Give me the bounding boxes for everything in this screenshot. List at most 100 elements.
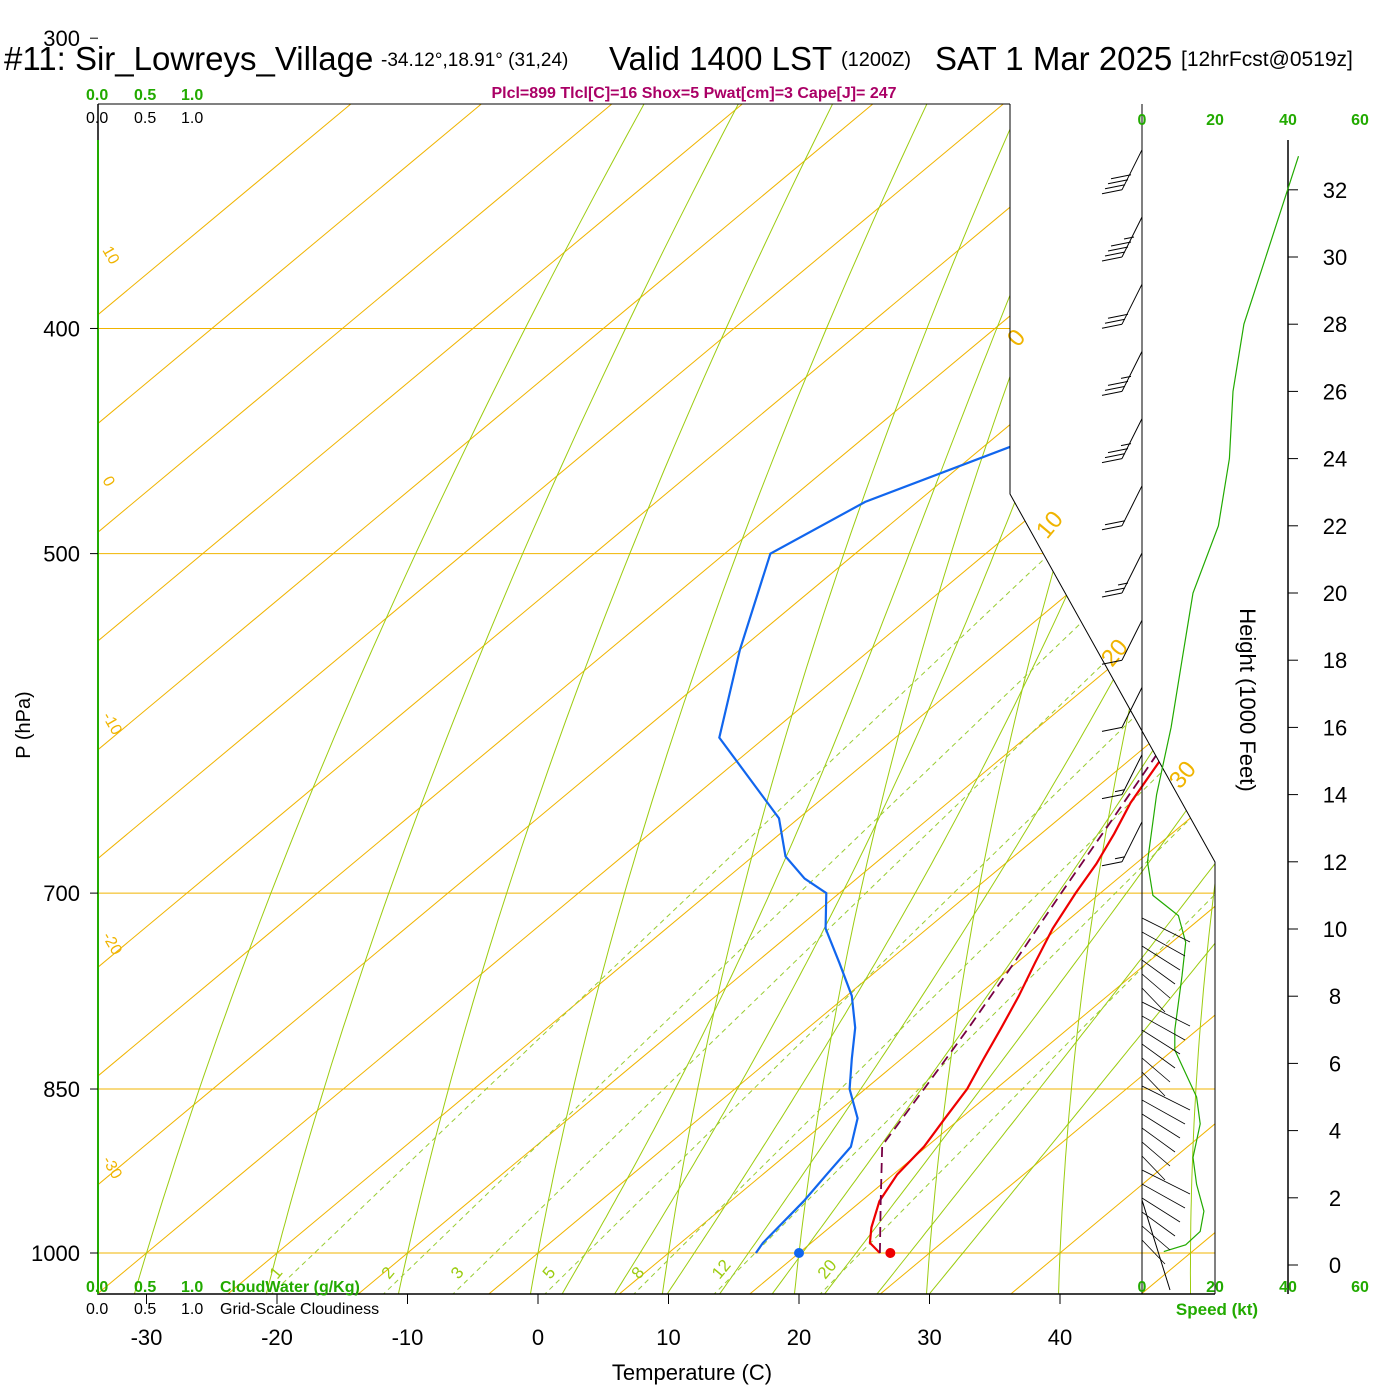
mixing-ratio-12 bbox=[705, 328, 1215, 1294]
bottom-scale-black-0: 0.0 bbox=[86, 1301, 108, 1318]
moist-adiabat-10 bbox=[608, 104, 1215, 1294]
dewpoint-surface-point bbox=[794, 1248, 804, 1258]
low-wind-line bbox=[1141, 1183, 1186, 1209]
right-top-speed-0: 0 bbox=[1138, 112, 1147, 129]
wind-barb bbox=[1101, 351, 1143, 396]
plot-frame-right bbox=[1009, 104, 1216, 1294]
isotherm-50 bbox=[1131, 104, 1215, 1294]
wind-barb bbox=[1101, 754, 1143, 800]
low-wind-line bbox=[1141, 1001, 1191, 1027]
height-tick-label-30: 30 bbox=[1323, 245, 1347, 270]
height-tick-label-20: 20 bbox=[1323, 581, 1347, 606]
wind-barb-flag bbox=[1107, 179, 1129, 185]
p-tick-label-850: 850 bbox=[43, 1077, 80, 1102]
mixing-ratio-5 bbox=[536, 328, 1215, 1294]
bottom-scale-green-2: 1.0 bbox=[181, 1279, 203, 1296]
isotherm-30 bbox=[870, 104, 1215, 1294]
low-wind-line bbox=[1141, 945, 1181, 971]
wind-barb bbox=[1101, 687, 1143, 732]
wind-barb-flag bbox=[1104, 385, 1126, 391]
wind-barb-flag bbox=[1101, 794, 1123, 800]
height-tick-label-14: 14 bbox=[1323, 783, 1347, 808]
moist-adiabat-26 bbox=[817, 104, 1215, 1294]
low-wind-line bbox=[1141, 1015, 1186, 1041]
height-tick-label-8: 8 bbox=[1329, 984, 1341, 1009]
isotherm--70 bbox=[98, 104, 1215, 1294]
height-tick-label-18: 18 bbox=[1323, 648, 1347, 673]
cloudwater-label: CloudWater (g/Kg) bbox=[220, 1279, 360, 1296]
isotherm--50 bbox=[98, 104, 1215, 1294]
mixing-ratio-1 bbox=[262, 328, 1215, 1294]
top-scale-green-1: 0.5 bbox=[134, 87, 156, 104]
isotherm--60 bbox=[98, 104, 1215, 1294]
low-wind-line bbox=[1141, 1141, 1171, 1167]
low-wind-line bbox=[1141, 1225, 1171, 1251]
dry-adiabat--10 bbox=[396, 104, 964, 1294]
x-tick-label--20: -20 bbox=[261, 1325, 293, 1350]
height-tick-label-6: 6 bbox=[1329, 1051, 1341, 1076]
right-top-speed-20: 20 bbox=[1206, 112, 1224, 129]
wind-barb-half bbox=[1120, 443, 1132, 447]
moist-adiabat-22 bbox=[765, 104, 1215, 1294]
low-wind-line bbox=[1141, 1029, 1181, 1055]
isotherm-label--20: -20 bbox=[99, 930, 125, 959]
wind-barb-flag bbox=[1107, 380, 1129, 386]
grid-clipped bbox=[98, 104, 1215, 1294]
top-scale-black-2: 1.0 bbox=[181, 110, 203, 127]
header: #11: Sir_Lowreys_Village -34.12°,18.91° … bbox=[4, 40, 1353, 102]
upper-isotherm-label-0: 0 bbox=[1002, 324, 1031, 352]
low-wind-line bbox=[1141, 917, 1191, 943]
valid-date: SAT 1 Mar 2025 bbox=[935, 40, 1172, 77]
wind-barb-flag bbox=[1107, 448, 1129, 454]
height-tick-label-26: 26 bbox=[1323, 379, 1347, 404]
temperature-trace bbox=[868, 104, 1215, 1254]
height-tick-label-10: 10 bbox=[1323, 917, 1347, 942]
x-tick-label-10: 10 bbox=[656, 1325, 680, 1350]
low-wind-line bbox=[1141, 1113, 1181, 1139]
height-tick-label-22: 22 bbox=[1323, 514, 1347, 539]
wind-barb-flag bbox=[1101, 525, 1123, 531]
wind-barb-shaft bbox=[1121, 418, 1143, 459]
upper-isotherm-label-20: 20 bbox=[1096, 634, 1134, 672]
wind-barb-shaft bbox=[1121, 485, 1143, 527]
dewpoint-trace bbox=[718, 104, 1215, 1254]
height-tick-label-0: 0 bbox=[1329, 1253, 1341, 1278]
bottom-scale-black-1: 0.5 bbox=[134, 1301, 156, 1318]
wind-barb bbox=[1101, 216, 1143, 262]
indices-line: Plcl=899 Tlcl[C]=16 Shox=5 Pwat[cm]=3 Ca… bbox=[491, 85, 896, 102]
wind-barb-half bbox=[1114, 856, 1126, 860]
wind-barb-flag bbox=[1110, 174, 1132, 180]
upper-isotherm-label-30: 30 bbox=[1164, 756, 1202, 794]
height-axis-title: Height (1000 Feet) bbox=[1235, 608, 1260, 791]
x-tick-label-30: 30 bbox=[917, 1325, 941, 1350]
dry-adiabat-0 bbox=[528, 104, 1052, 1294]
wind-barb-half bbox=[1123, 236, 1135, 240]
right-bottom-speed-60: 60 bbox=[1351, 1279, 1369, 1296]
isotherm-label-0: 0 bbox=[99, 474, 118, 490]
low-wind-line bbox=[1141, 987, 1166, 1013]
x-tick-label-0: 0 bbox=[532, 1325, 544, 1350]
right-top-speed-60: 60 bbox=[1351, 112, 1369, 129]
moist-adiabat-18 bbox=[713, 104, 1215, 1294]
station-title: #11: Sir_Lowreys_Village bbox=[4, 40, 373, 77]
speed-axis-title: Speed (kt) bbox=[1176, 1300, 1258, 1319]
isotherm--10 bbox=[348, 104, 1215, 1294]
mixing-ratio-label-8: 8 bbox=[628, 1263, 649, 1282]
isotherm-label-10: 10 bbox=[99, 244, 123, 268]
y-axis-title: P (hPa) bbox=[13, 691, 35, 758]
right-bottom-speed-20: 20 bbox=[1206, 1279, 1224, 1296]
low-wind-line bbox=[1141, 1071, 1166, 1097]
wind-barb-shaft bbox=[1121, 552, 1143, 594]
parcel-trace bbox=[879, 667, 1215, 1254]
wind-barb-flag bbox=[1104, 251, 1126, 257]
low-wind-line bbox=[1141, 1169, 1191, 1195]
wind-barb-flag bbox=[1104, 453, 1126, 459]
wind-barb-half bbox=[1117, 582, 1129, 586]
wind-barb-shaft bbox=[1121, 687, 1143, 728]
low-wind-line bbox=[1141, 1099, 1186, 1125]
wind-barb bbox=[1101, 619, 1143, 665]
right-bottom-speed-0: 0 bbox=[1138, 1279, 1147, 1296]
height-tick-label-24: 24 bbox=[1323, 447, 1347, 472]
height-tick-label-16: 16 bbox=[1323, 715, 1347, 740]
